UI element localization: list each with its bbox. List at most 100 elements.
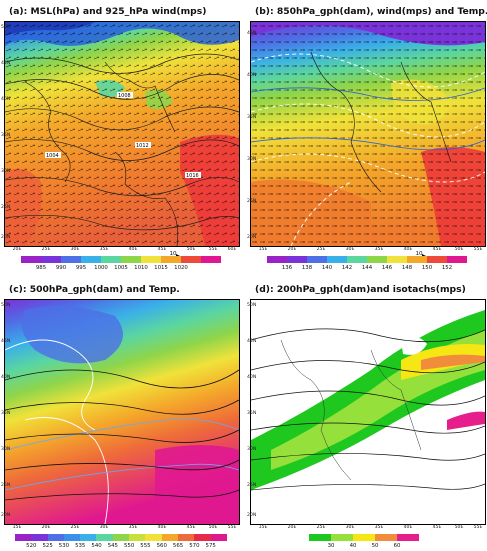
colorbar-tick-label: 540 [91,543,102,549]
colorbar-swatch [47,534,64,541]
panel-a-ytick: 50N [1,25,11,30]
panel-b-vector-reference-label: 10 [415,251,423,257]
colorbar-tick-label: 142 [341,265,353,271]
panel-d-xtick: 30E [345,525,355,530]
panel-b-title: (b): 850hPa_gph(dam), wind(mps) and Temp… [255,6,487,17]
colorbar-tick-label: 136 [281,265,293,271]
colorbar-tick-label: 1015 [154,265,168,271]
colorbar-tick-label: 550 [123,543,135,549]
colorbar-swatch [201,256,221,263]
panel-a-xtick: 20E [12,247,22,252]
panel-c-xtick: 15E [12,525,22,530]
colorbar-tick-label: 555 [140,543,151,549]
svg-text:1012: 1012 [136,143,149,149]
panel-d-ytick: 20N [247,513,257,518]
panel-b-ytick: 35N [247,115,257,120]
panel-c-ytick: 50N [1,303,11,308]
colorbar-swatch [407,256,427,263]
panel-a-xtick: 30E [70,247,80,252]
colorbar-swatch [81,256,101,263]
panel-b-ytick: 45N [247,31,257,36]
svg-text:1008: 1008 [118,93,131,99]
panel-b-xtick: 55E [473,247,483,252]
colorbar-tick-label: 530 [58,543,70,549]
colorbar-swatch [41,256,61,263]
colorbar-swatch [287,256,307,263]
colorbar-swatch [267,256,287,263]
panel-c-xtick: 55E [227,525,237,530]
panel-a-colorbar-labels: 985 990 995 1000 1005 1010 1015 1020 [21,265,221,273]
colorbar-tick-label: 60 [393,543,401,549]
panel-d: (d): 200hPa_gph(dam)and isotachs(mps) [247,279,486,551]
panel-b-xtick: 20E [287,247,297,252]
panel-a-ytick: 35N [1,133,11,138]
colorbar-tick-label: 1010 [134,265,148,271]
panel-d-title: (d): 200hPa_gph(dam)and isotachs(mps) [255,284,466,295]
colorbar-swatch [210,534,227,541]
colorbar-swatch [327,256,347,263]
colorbar-swatch [427,256,447,263]
colorbar-swatch [141,256,161,263]
panel-b-xtick: 40E [403,247,413,252]
colorbar-swatch [121,256,141,263]
panel-d-ytick: 35N [247,411,257,416]
colorbar-swatch [177,534,195,541]
colorbar-swatch [367,256,387,263]
panel-a-ytick: 25N [1,205,11,210]
colorbar-swatch [397,534,419,541]
colorbar-tick-label: 990 [55,265,67,271]
panel-b-xtick: 30E [345,247,355,252]
panel-c-ytick: 20N [1,513,11,518]
panel-c-map [4,299,240,525]
panel-a-title: (a): MSL(hPa) and 925_hPa wind(mps) [9,6,207,17]
colorbar-tick-label: 545 [107,543,118,549]
panel-c-ytick: 25N [1,483,11,488]
colorbar-swatch [353,534,375,541]
panel-a-xtick: 60E [227,247,237,252]
colorbar-tick-label: 570 [189,543,200,549]
panel-c-colorbar-labels: 520 525 530 535 540 545 550 555 560 565 570 575 [15,543,227,551]
colorbar-tick-label: 40 [349,543,357,549]
panel-c-xtick: 40E [157,525,167,530]
svg-text:1016: 1016 [186,173,199,179]
panel-a-vector-reference-label: 10 [169,251,177,257]
panel-c-xtick: 35E [128,525,138,530]
colorbar-tick-label: 1020 [174,265,188,271]
panel-d-xtick: 55E [473,525,483,530]
panel-b-xtick: 35E [374,247,384,252]
panel-b-ytick: 30N [247,157,257,162]
panel-a-xtick: 35E [99,247,109,252]
colorbar-swatch [347,256,367,263]
panel-b-xtick: 25E [316,247,326,252]
panel-b-xtick: 50E [454,247,464,252]
panel-a-map: 1008 1012 1016 1004 [4,21,240,247]
colorbar-tick-label: 146 [381,265,393,271]
colorbar-swatch [129,534,146,541]
colorbar-tick-label: 144 [361,265,373,271]
panel-d-xtick: 25E [316,525,326,530]
colorbar-swatch [181,256,201,263]
colorbar-tick-label: 985 [35,265,47,271]
panel-c: (c): 500hPa_gph(dam) and Temp. [1,279,240,551]
colorbar-tick-label: 1000 [94,265,108,271]
colorbar-tick-label: 520 [26,543,37,549]
colorbar-tick-label: 565 [172,543,184,549]
colorbar-tick-label: 995 [75,265,87,271]
panel-b-map [250,21,486,247]
panel-b-ytick: 40N [247,73,257,78]
panel-d-xtick: 15E [258,525,268,530]
colorbar-tick-label: 152 [441,265,453,271]
colorbar-swatch [21,256,41,263]
colorbar-tick-label: 30 [327,543,335,549]
panel-d-map [250,299,486,525]
panel-d-ytick: 25N [247,483,257,488]
panel-c-xtick: 25E [70,525,80,530]
panel-b-colorbar [267,256,467,263]
panel-d-xtick: 35E [374,525,384,530]
panel-a-xtick: 25E [41,247,51,252]
colorbar-tick-label: 1005 [114,265,128,271]
panel-b-xtick: 45E [432,247,442,252]
panel-d-xtick: 40E [403,525,413,530]
colorbar-swatch [101,256,121,263]
